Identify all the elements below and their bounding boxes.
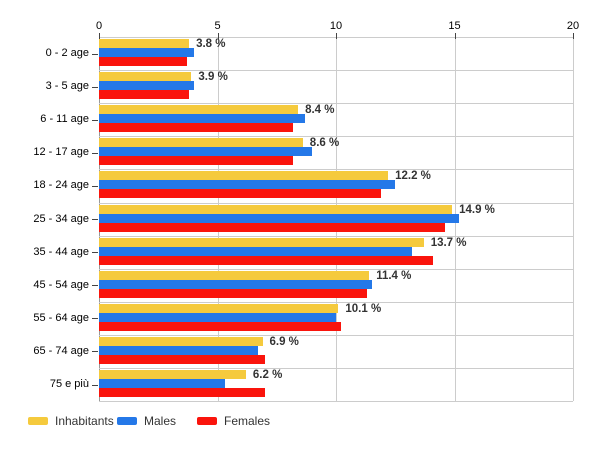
bar-males	[99, 213, 460, 223]
bar-males	[99, 81, 194, 91]
y-axis-tick	[92, 86, 98, 88]
bar-inhabitants	[99, 105, 299, 115]
grid-line-vertical	[572, 37, 574, 401]
y-axis-tick	[92, 252, 98, 254]
data-label: 14.9 %	[459, 203, 495, 216]
x-axis-tick	[336, 33, 337, 39]
data-label: 13.7 %	[430, 236, 467, 249]
bar-inhabitants	[99, 171, 389, 181]
bar-inhabitants	[99, 237, 424, 247]
bar-females	[99, 189, 381, 199]
y-axis-tick	[92, 185, 98, 187]
bar-inhabitants	[99, 303, 339, 313]
legend: Inhabitants Males Females	[0, 414, 600, 430]
bar-males	[99, 114, 306, 124]
y-axis-tick	[92, 119, 98, 121]
data-label: 10.1 %	[345, 302, 382, 315]
legend-item-females: Females	[197, 414, 270, 428]
data-label: 3.9 %	[198, 71, 228, 84]
x-axis-tick-label: 15	[448, 20, 461, 32]
bar-males	[99, 345, 258, 355]
y-axis-label: 65 - 74 age	[33, 344, 89, 357]
data-label: 3.8 %	[196, 38, 226, 50]
bar-males	[99, 312, 336, 322]
x-axis-tick-label: 0	[95, 20, 103, 32]
y-axis-label: 3 - 5 age	[45, 80, 89, 93]
plot-area: 3.8 % 3.9 % 8.4 % 8.6 % 12.2 % 14.9 % 13.7 % 11…	[99, 37, 574, 402]
bar-females	[99, 123, 294, 133]
legend-item-inhabitants: Inhabitants	[28, 414, 114, 428]
y-axis-label: 25 - 34 age	[33, 212, 89, 225]
legend-swatch-icon	[28, 417, 48, 425]
x-axis-tick-label: 5	[214, 20, 221, 32]
y-axis-tick	[92, 219, 98, 220]
legend-label: Inhabitants	[55, 414, 114, 428]
y-axis-tick	[92, 285, 98, 287]
bar-males	[99, 180, 396, 190]
y-axis-label: 45 - 54 age	[33, 278, 89, 291]
bar-males	[99, 147, 313, 157]
data-label: 6.9 %	[269, 335, 299, 348]
data-label: 12.2 %	[395, 170, 431, 183]
y-axis-label: 12 - 17 age	[33, 146, 89, 159]
bar-males	[99, 279, 372, 289]
legend-swatch-icon	[197, 417, 217, 425]
y-axis-tick	[92, 351, 98, 353]
bar-females	[99, 321, 341, 331]
bar-inhabitants	[99, 39, 190, 48]
x-axis-tick	[99, 33, 100, 39]
y-axis-label: 6 - 11 age	[40, 113, 89, 126]
y-axis-label: 35 - 44 age	[33, 245, 89, 258]
legend-swatch-icon	[117, 417, 137, 425]
x-axis-tick-label: 20	[566, 20, 580, 32]
bar-females	[99, 387, 265, 397]
bar-females	[99, 156, 294, 166]
y-axis-tick	[92, 53, 98, 55]
bar-females	[99, 222, 445, 232]
bar-inhabitants	[99, 72, 192, 82]
bar-females	[99, 354, 265, 364]
legend-label: Females	[224, 414, 271, 428]
x-axis-tick	[573, 33, 574, 39]
y-axis-tick	[92, 152, 98, 154]
bar-inhabitants	[99, 336, 263, 346]
y-axis-label: 18 - 24 age	[33, 179, 89, 192]
bar-inhabitants	[99, 204, 453, 214]
bar-inhabitants	[99, 270, 370, 280]
x-axis-tick	[454, 33, 456, 39]
grid-line-horizontal	[99, 401, 573, 402]
bar-males	[99, 378, 225, 388]
legend-item-males: Males	[117, 414, 176, 428]
bar-inhabitants	[99, 369, 246, 379]
data-label: 6.2 %	[252, 368, 283, 381]
legend-label: Males	[144, 414, 177, 428]
data-label: 8.6 %	[309, 137, 340, 150]
bar-females	[99, 288, 367, 298]
data-label: 11.4 %	[376, 269, 412, 282]
bar-females	[99, 90, 190, 100]
x-axis-tick-label: 10	[329, 20, 343, 32]
bar-males	[99, 48, 194, 57]
x-axis-tick	[217, 33, 219, 39]
data-label: 8.4 %	[305, 104, 335, 117]
bar-males	[99, 246, 412, 256]
y-axis-label: 55 - 64 age	[33, 311, 89, 324]
y-axis-label: 0 - 2 age	[45, 47, 89, 59]
y-axis-label: 75 e più	[49, 378, 89, 390]
y-axis-tick	[92, 318, 98, 320]
bar-females	[99, 57, 187, 66]
bar-females	[99, 255, 434, 265]
y-axis-tick	[92, 384, 98, 386]
bar-inhabitants	[99, 138, 303, 148]
